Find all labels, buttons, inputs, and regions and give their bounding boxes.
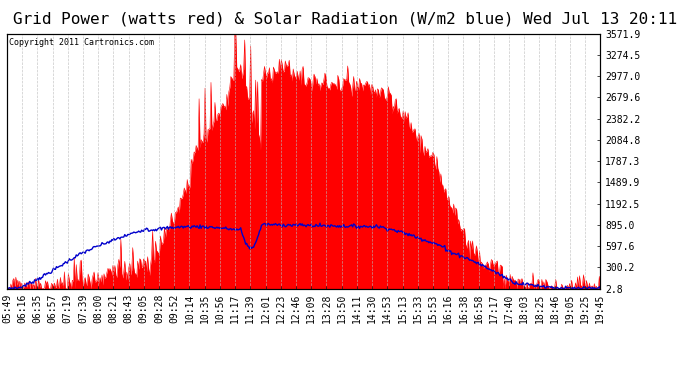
Text: Copyright 2011 Cartronics.com: Copyright 2011 Cartronics.com [9,38,154,46]
Text: Grid Power (watts red) & Solar Radiation (W/m2 blue) Wed Jul 13 20:11: Grid Power (watts red) & Solar Radiation… [13,11,677,26]
